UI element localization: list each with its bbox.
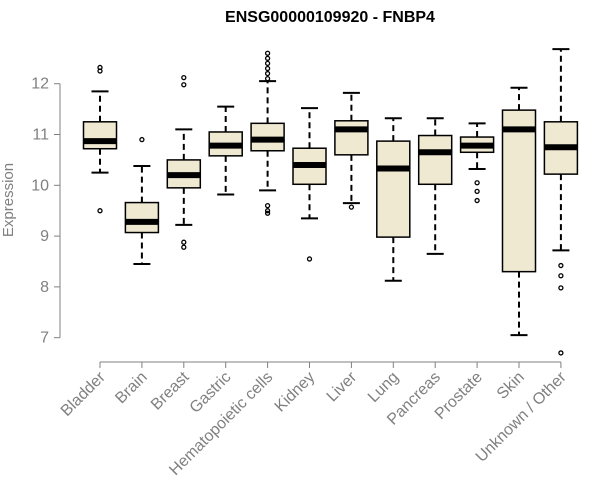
box-group (334, 91, 369, 210)
y-tick-label: 7 (40, 330, 49, 347)
box-group (124, 136, 160, 266)
box-group (82, 64, 118, 214)
outlier-point (181, 244, 187, 250)
y-tick-label: 12 (31, 76, 49, 93)
box-group (543, 48, 579, 356)
box-group (459, 122, 495, 204)
plot-area (82, 48, 579, 356)
outlier-point (139, 136, 145, 143)
box-group (250, 50, 285, 216)
y-tick-label: 10 (31, 177, 49, 194)
outlier-point (558, 285, 564, 291)
outlier-point (474, 188, 480, 195)
iqr-box (417, 134, 453, 186)
outlier-point (181, 74, 187, 81)
outlier-point (264, 75, 271, 82)
box-group (501, 86, 537, 337)
chart-title: ENSG00000109920 - FNBP4 (225, 9, 435, 26)
iqr-box (334, 120, 369, 156)
outlier-point (474, 180, 480, 186)
box-group (166, 74, 202, 250)
outlier-point (264, 208, 271, 214)
outlier-point (181, 239, 187, 245)
y-tick-label: 9 (40, 228, 49, 245)
x-tick-label: Lung (365, 369, 402, 406)
outlier-point (558, 350, 564, 356)
y-tick-label: 11 (32, 127, 49, 144)
outlier-point (348, 204, 355, 210)
outlier-point (181, 82, 187, 88)
y-axis: 7 8 9 10 11 12 (31, 76, 61, 347)
outlier-point (558, 273, 564, 279)
x-tick-label: Kidney (272, 369, 319, 416)
outlier-point (264, 50, 271, 56)
iqr-box (124, 201, 160, 234)
x-tick-label: Bladder (58, 368, 109, 419)
outlier-point (97, 64, 103, 71)
y-axis-label: Expression (0, 163, 17, 237)
box-group (208, 105, 243, 196)
outlier-point (264, 202, 271, 209)
iqr-box (82, 121, 118, 150)
outlier-point (264, 55, 271, 61)
outlier-point (264, 60, 271, 67)
outlier-point (558, 262, 564, 269)
x-tick-label: Liver (324, 368, 361, 405)
x-tick-label: Brain (112, 369, 150, 407)
outlier-point (97, 208, 103, 214)
y-tick-label: 8 (40, 279, 49, 296)
box-group (292, 107, 327, 262)
box-group (376, 117, 411, 282)
iqr-box (376, 140, 411, 238)
outlier-point (306, 256, 313, 262)
x-tick-label: Breast (148, 368, 193, 413)
outlier-point (264, 210, 271, 216)
outlier-point (474, 197, 480, 204)
iqr-box (501, 109, 537, 273)
outlier-point (264, 70, 271, 77)
x-tick-label: Skin (494, 369, 528, 403)
box-group (417, 117, 453, 255)
outlier-point (264, 65, 271, 72)
